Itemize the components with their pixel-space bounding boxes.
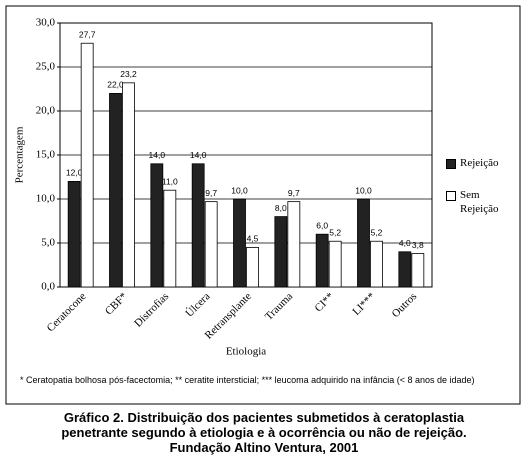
y-tick-label: 30,0 (36, 17, 56, 29)
bar (246, 246, 259, 288)
value-label: 11,0 (162, 176, 178, 186)
x-tick-label: Distrofias (132, 290, 171, 329)
y-tick-label: 0,0 (41, 281, 55, 293)
value-label: 8,0 (275, 203, 287, 213)
legend-item: Rejeição (446, 156, 510, 170)
bar (315, 233, 329, 288)
bar (274, 216, 288, 288)
bar (411, 253, 425, 288)
legend-item: Sem Rejeição (446, 188, 510, 216)
bar (67, 180, 81, 288)
x-tick-label: CI** (313, 290, 337, 314)
x-axis-label: Etiologia (226, 346, 266, 358)
value-label: 3,8 (412, 240, 424, 250)
caption-line: penetrante segundo à etiologia e à ocorr… (61, 425, 467, 440)
value-label: 10,0 (355, 185, 372, 195)
caption-line: Gráfico 2. Distribuição dos pacientes su… (63, 410, 465, 425)
value-label: 9,7 (288, 188, 300, 198)
value-label: 14,0 (149, 150, 166, 160)
x-tick-label: LI*** (350, 290, 377, 317)
legend-label: Rejeição (460, 157, 499, 169)
value-label: 10,0 (231, 185, 248, 195)
x-tick-label: CBF* (103, 290, 130, 317)
legend-swatch (446, 159, 456, 169)
bar (122, 82, 135, 288)
legend-swatch (446, 191, 456, 201)
y-tick-label: 15,0 (36, 149, 56, 161)
value-label: 5,2 (371, 227, 383, 237)
x-tick-label: Úlcera (183, 290, 212, 319)
bar (204, 201, 218, 288)
y-tick-label: 10,0 (36, 193, 56, 205)
value-label: 27,7 (79, 29, 96, 39)
x-tick-label: Outros (390, 290, 420, 320)
y-tick-label: 5,0 (41, 237, 55, 249)
bar (287, 201, 301, 288)
bar (357, 198, 370, 288)
bar (150, 163, 164, 288)
footnote: * Ceratopatia bolhosa pós-facectomia; **… (20, 375, 475, 385)
value-label: 22,0 (107, 80, 124, 90)
value-label: 9,7 (205, 188, 217, 198)
frame (5, 5, 521, 405)
caption: Gráfico 2. Distribuição dos pacientes su… (0, 410, 528, 455)
value-label: 6,0 (316, 220, 328, 230)
value-label: 14,0 (190, 150, 207, 160)
bar (191, 163, 205, 288)
value-label: 5,2 (329, 227, 341, 237)
x-tick-label: Ceratocone (45, 290, 89, 334)
y-axis-label: Percentagem (14, 126, 26, 183)
caption-line: Fundação Altino Ventura, 2001 (169, 440, 359, 455)
value-label: 4,0 (399, 238, 411, 248)
bar (233, 198, 246, 288)
value-label: 4,5 (247, 234, 259, 244)
y-tick-label: 25,0 (36, 61, 56, 73)
bar (398, 251, 412, 288)
value-label: 23,2 (120, 69, 137, 79)
bar (80, 42, 94, 288)
bar (370, 240, 383, 288)
legend: Rejeição Sem Rejeição (446, 156, 510, 234)
bar (109, 93, 122, 288)
x-tick-label: Trauma (263, 290, 295, 322)
value-label: 12,0 (66, 168, 83, 178)
y-tick-label: 20,0 (36, 105, 56, 117)
plot-area (59, 22, 433, 288)
bar (328, 240, 342, 288)
legend-label: Sem Rejeição (460, 189, 499, 215)
bar (163, 189, 177, 288)
